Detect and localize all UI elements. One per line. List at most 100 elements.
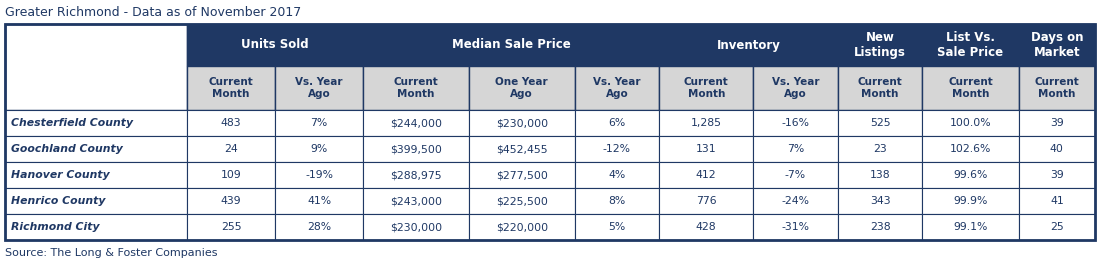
- Text: 40: 40: [1049, 144, 1064, 154]
- Bar: [469, 136, 574, 162]
- Bar: [922, 24, 1019, 66]
- Bar: [363, 162, 469, 188]
- Bar: [1019, 24, 1094, 66]
- Text: Days on
Market: Days on Market: [1031, 31, 1084, 59]
- Text: $225,500: $225,500: [496, 196, 548, 206]
- Text: 5%: 5%: [608, 222, 626, 232]
- Text: Current
Month: Current Month: [684, 77, 728, 99]
- Bar: [275, 110, 363, 136]
- Text: 41: 41: [1050, 196, 1064, 206]
- Text: Vs. Year
Ago: Vs. Year Ago: [296, 77, 343, 99]
- Text: -24%: -24%: [781, 196, 810, 206]
- Text: Source: The Long & Foster Companies: Source: The Long & Foster Companies: [6, 248, 218, 258]
- Text: 23: 23: [873, 144, 887, 154]
- Text: 439: 439: [221, 196, 241, 206]
- Bar: [574, 188, 659, 214]
- Text: -31%: -31%: [781, 222, 810, 232]
- Text: 238: 238: [870, 222, 890, 232]
- Text: 8%: 8%: [608, 196, 626, 206]
- Text: 7%: 7%: [786, 144, 804, 154]
- Bar: [363, 66, 469, 110]
- Text: 412: 412: [696, 170, 716, 180]
- Text: Vs. Year
Ago: Vs. Year Ago: [593, 77, 640, 99]
- Text: List Vs.
Sale Price: List Vs. Sale Price: [937, 31, 1003, 59]
- Text: 99.9%: 99.9%: [954, 196, 988, 206]
- Bar: [574, 66, 659, 110]
- Text: 4%: 4%: [608, 170, 626, 180]
- Text: -7%: -7%: [785, 170, 806, 180]
- Bar: [574, 136, 659, 162]
- Bar: [922, 136, 1019, 162]
- Text: $399,500: $399,500: [390, 144, 442, 154]
- Bar: [187, 188, 275, 214]
- Text: 428: 428: [696, 222, 716, 232]
- Text: Inventory: Inventory: [716, 38, 780, 51]
- Text: 525: 525: [870, 118, 890, 128]
- Bar: [363, 214, 469, 240]
- Bar: [838, 110, 922, 136]
- Bar: [363, 24, 659, 66]
- Text: 483: 483: [221, 118, 241, 128]
- Bar: [187, 110, 275, 136]
- Text: $244,000: $244,000: [390, 118, 442, 128]
- Bar: [838, 66, 922, 110]
- Bar: [754, 162, 838, 188]
- Bar: [922, 188, 1019, 214]
- Bar: [838, 24, 922, 66]
- Bar: [838, 214, 922, 240]
- Text: 28%: 28%: [307, 222, 331, 232]
- Bar: [1019, 188, 1094, 214]
- Text: 39: 39: [1050, 170, 1064, 180]
- Text: 109: 109: [221, 170, 242, 180]
- Bar: [469, 188, 574, 214]
- Bar: [922, 66, 1019, 110]
- Bar: [187, 214, 275, 240]
- Bar: [659, 162, 754, 188]
- Bar: [363, 110, 469, 136]
- Text: $220,000: $220,000: [496, 222, 548, 232]
- Text: 100.0%: 100.0%: [949, 118, 991, 128]
- Text: 41%: 41%: [307, 196, 331, 206]
- Text: Current
Month: Current Month: [948, 77, 993, 99]
- Bar: [659, 66, 754, 110]
- Text: Goochland County: Goochland County: [11, 144, 123, 154]
- Text: $288,975: $288,975: [390, 170, 442, 180]
- Text: Current
Month: Current Month: [394, 77, 439, 99]
- Bar: [659, 136, 754, 162]
- Text: Vs. Year
Ago: Vs. Year Ago: [772, 77, 820, 99]
- Bar: [6, 188, 187, 214]
- Bar: [1019, 214, 1094, 240]
- Text: 7%: 7%: [310, 118, 328, 128]
- Bar: [363, 136, 469, 162]
- Bar: [754, 110, 838, 136]
- Text: $452,455: $452,455: [496, 144, 548, 154]
- Bar: [1019, 66, 1094, 110]
- Bar: [838, 162, 922, 188]
- Bar: [922, 162, 1019, 188]
- Bar: [275, 136, 363, 162]
- Text: 255: 255: [221, 222, 241, 232]
- Text: 6%: 6%: [608, 118, 626, 128]
- Bar: [1019, 136, 1094, 162]
- Text: Henrico County: Henrico County: [11, 196, 106, 206]
- Text: 131: 131: [696, 144, 716, 154]
- Text: 102.6%: 102.6%: [949, 144, 991, 154]
- Text: -16%: -16%: [781, 118, 810, 128]
- Bar: [659, 188, 754, 214]
- Text: Greater Richmond - Data as of November 2017: Greater Richmond - Data as of November 2…: [6, 6, 301, 20]
- Text: One Year
Ago: One Year Ago: [495, 77, 548, 99]
- Text: $243,000: $243,000: [390, 196, 442, 206]
- Text: -19%: -19%: [305, 170, 333, 180]
- Text: 24: 24: [224, 144, 238, 154]
- Bar: [187, 66, 275, 110]
- Bar: [754, 214, 838, 240]
- Bar: [187, 24, 363, 66]
- Bar: [659, 110, 754, 136]
- Bar: [838, 188, 922, 214]
- Bar: [469, 66, 574, 110]
- Text: Units Sold: Units Sold: [241, 38, 309, 51]
- Text: Hanover County: Hanover County: [11, 170, 110, 180]
- Bar: [659, 214, 754, 240]
- Text: 9%: 9%: [310, 144, 328, 154]
- Text: 39: 39: [1050, 118, 1064, 128]
